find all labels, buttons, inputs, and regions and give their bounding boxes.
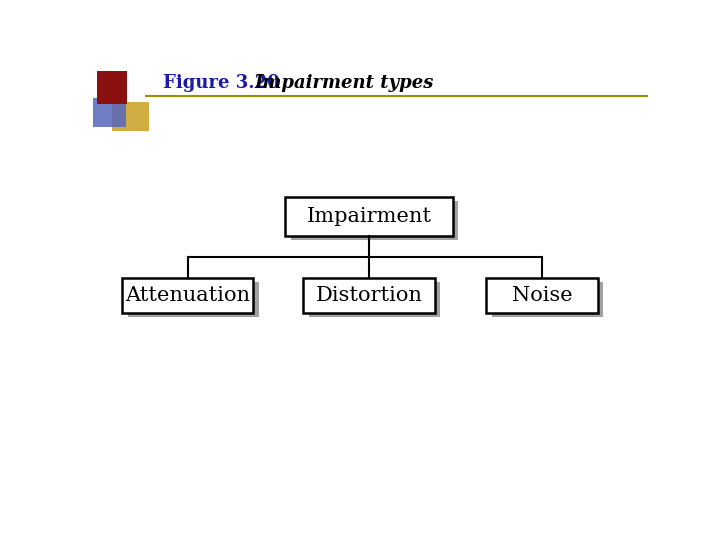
Text: Figure 3.20: Figure 3.20	[163, 73, 279, 92]
Text: Distortion: Distortion	[315, 286, 423, 305]
Bar	[112, 102, 148, 131]
Bar	[309, 282, 440, 318]
Text: Noise: Noise	[512, 286, 572, 305]
Text: Impairment: Impairment	[307, 207, 431, 226]
Bar	[285, 197, 453, 237]
Bar	[492, 282, 603, 318]
Bar	[96, 71, 127, 104]
Text: Impairment types: Impairment types	[255, 73, 434, 92]
Text: Attenuation: Attenuation	[125, 286, 250, 305]
Bar	[303, 278, 435, 313]
Bar	[291, 201, 458, 240]
Bar	[93, 98, 126, 127]
Bar	[122, 278, 253, 313]
Bar	[127, 282, 258, 318]
Bar	[486, 278, 598, 313]
